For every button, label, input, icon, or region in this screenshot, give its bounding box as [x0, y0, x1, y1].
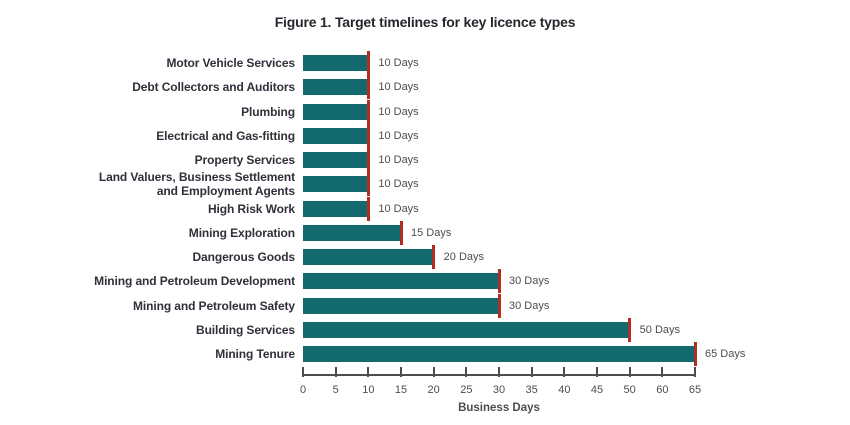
bar [303, 273, 499, 290]
category-label: Mining and Petroleum Development [94, 274, 295, 289]
x-tick-label: 40 [558, 384, 571, 396]
bar-end-marker [366, 123, 370, 148]
x-tick-label: 45 [590, 384, 604, 396]
x-tick-label: 20 [427, 384, 440, 396]
bar-end-marker [366, 99, 370, 124]
category-label: Mining Tenure [215, 346, 295, 361]
value-label: 30 Days [509, 299, 550, 312]
bar [303, 346, 695, 362]
bar [303, 321, 630, 338]
x-tick-label: 25 [460, 384, 473, 396]
value-label: 15 Days [411, 226, 452, 239]
x-axis-tick [498, 367, 500, 377]
value-label: 50 Days [639, 323, 681, 336]
value-label: 10 Days [378, 202, 419, 215]
category-label: Electrical and Gas-fitting [156, 128, 295, 143]
bar-end-marker [366, 172, 370, 197]
bar [303, 127, 369, 144]
x-tick-label: 15 [394, 384, 408, 396]
bar-end-marker [432, 245, 436, 269]
bar [303, 152, 369, 168]
x-tick-label: 60 [656, 384, 669, 396]
x-axis-tick [334, 367, 337, 377]
category-label: Land Valuers, Business Settlement and Em… [98, 170, 295, 199]
category-label: High Risk Work [207, 201, 295, 216]
category-label: Debt Collectors and Auditors [132, 80, 295, 95]
bar [303, 224, 401, 241]
category-label: Building Services [196, 322, 295, 337]
x-tick-label: 10 [362, 384, 375, 396]
bar-end-marker [497, 269, 501, 294]
x-tick-label: 5 [332, 384, 339, 396]
value-label: 10 Days [378, 81, 419, 94]
value-label: 20 Days [443, 251, 485, 263]
value-label: 10 Days [378, 57, 419, 69]
category-label: Motor Vehicle Services [166, 55, 295, 70]
x-tick-label: 30 [492, 384, 506, 396]
value-label: 10 Days [378, 105, 419, 118]
category-label: Plumbing [241, 104, 295, 119]
x-axis-tick [367, 367, 370, 377]
category-label: Mining and Petroleum Safety [133, 298, 295, 313]
x-tick-label: 65 [688, 384, 702, 396]
category-label: Property Services [194, 152, 295, 167]
bar [303, 55, 369, 71]
value-label: 65 Days [705, 348, 746, 360]
value-label: 30 Days [509, 275, 550, 288]
x-axis-tick [400, 367, 402, 377]
category-label: Mining Exploration [188, 225, 295, 240]
bar-end-marker [399, 220, 403, 245]
x-axis-tick [432, 367, 435, 377]
x-axis-title: Business Days [458, 402, 540, 414]
bar-end-marker [628, 317, 632, 342]
bar-end-marker [366, 148, 370, 172]
bar [303, 103, 369, 120]
bar-end-marker [497, 293, 501, 318]
x-axis-tick [628, 367, 631, 377]
bar [303, 249, 434, 265]
bar-end-marker [366, 51, 370, 75]
x-axis-tick [465, 367, 468, 377]
bar [303, 200, 369, 217]
x-axis-tick [694, 367, 696, 377]
x-tick-label: 50 [623, 384, 636, 396]
bar [303, 176, 369, 193]
x-axis-tick [596, 367, 598, 377]
bar-end-marker [366, 75, 370, 100]
chart-title: Figure 1. Target timelines for key licen… [274, 14, 576, 30]
x-axis-tick [563, 367, 566, 377]
bar [303, 297, 499, 314]
value-label: 10 Days [378, 129, 419, 142]
x-axis-tick [530, 367, 533, 377]
value-label: 10 Days [378, 178, 419, 191]
x-axis-tick [661, 367, 664, 377]
bar [303, 79, 369, 96]
bar-end-marker [693, 342, 697, 366]
x-tick-label: 35 [525, 384, 538, 396]
x-tick-label: 0 [299, 384, 307, 396]
value-label: 10 Days [378, 154, 419, 166]
category-label: Dangerous Goods [192, 249, 295, 264]
x-axis-tick [302, 367, 304, 377]
bar-end-marker [366, 196, 370, 221]
